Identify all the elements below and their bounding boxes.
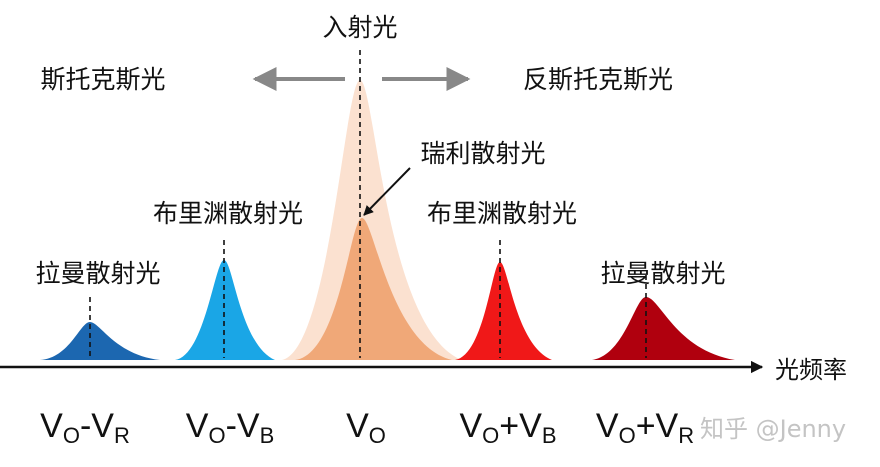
raman-label: 拉曼散射光 (35, 259, 160, 288)
anti-stokes-label: 反斯托克斯光 (523, 65, 673, 94)
rayleigh-label: 瑞利散射光 (420, 139, 545, 168)
rayleigh-wide-peak (282, 80, 462, 360)
watermark: 知乎 @Jenny (700, 415, 846, 443)
symbol: V (186, 407, 209, 445)
symbol: -V (80, 407, 114, 445)
raman-label: 拉曼散射光 (600, 259, 725, 288)
subscript: O (482, 423, 499, 448)
symbol: V (459, 407, 482, 445)
brillouin-label: 布里渊散射光 (153, 199, 303, 228)
raman-right-peak (592, 297, 735, 360)
symbol: -V (226, 407, 260, 445)
subscript: O (369, 423, 386, 448)
symbol: +V (636, 407, 679, 445)
brillouin-right-peak (455, 262, 552, 360)
subscript: O (63, 423, 80, 448)
brillouin-left-peak (175, 260, 275, 360)
frequency-label: VO-VR (40, 407, 130, 448)
bottom-labels: VO-VR VO-VB VO VO+VB VO+VR (40, 407, 694, 448)
subscript: R (678, 423, 694, 448)
subscript: O (208, 423, 225, 448)
symbol: V (346, 407, 369, 445)
symbol: V (596, 407, 619, 445)
rayleigh-pointer (363, 167, 411, 216)
subscript: B (542, 423, 557, 448)
subscript: B (260, 423, 275, 448)
frequency-label: VO+VR (596, 407, 694, 448)
subscript: R (114, 423, 130, 448)
raman-left-peak (40, 322, 160, 360)
brillouin-label: 布里渊散射光 (427, 199, 577, 228)
frequency-label: VO (346, 407, 386, 448)
stokes-label: 斯托克斯光 (40, 65, 165, 94)
frequency-label: VO-VB (186, 407, 275, 448)
rayleigh-peak (295, 218, 452, 360)
incident-label: 入射光 (322, 13, 397, 42)
symbol: V (40, 407, 63, 445)
subscript: O (619, 423, 636, 448)
symbol: +V (499, 407, 542, 445)
axis-label: 光频率 (775, 356, 847, 384)
frequency-label: VO+VB (459, 407, 556, 448)
